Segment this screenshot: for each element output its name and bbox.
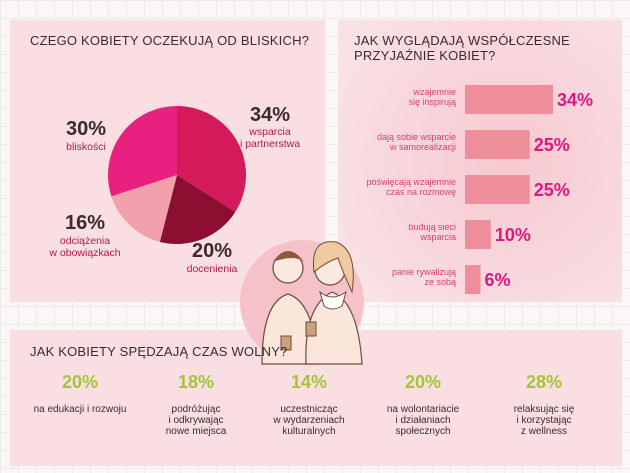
illustration: [240, 240, 364, 365]
chart-title: JAK WYGLĄDAJĄ WSPÓŁCZESNE PRZYJAŹNIE KOB…: [354, 33, 570, 63]
stat-label: uczestnicząc w wydarzeniach kulturalnych: [273, 404, 345, 438]
bar-value: 25%: [533, 135, 570, 155]
bar: [465, 85, 553, 114]
pie-slice: [159, 175, 236, 244]
bar-label: poświęcają wzajemnie czas na rozmowę: [366, 177, 456, 198]
bar-label: budują sieci wsparcia: [408, 222, 456, 243]
stat-label: na wolontariacie i działaniach społeczny…: [386, 404, 460, 438]
bar: [465, 265, 481, 294]
bar-value: 10%: [494, 225, 531, 245]
slice-label: wsparcia i partnerstwa: [239, 126, 301, 150]
bar-value: 34%: [557, 90, 594, 110]
bar-label: panie rywalizują ze sobą: [391, 267, 456, 288]
slice-value: 30%: [65, 118, 107, 140]
slice-value: 34%: [249, 104, 291, 126]
slice-label: docenienia: [186, 263, 238, 275]
bar-label: wzajemnie się inspirują: [408, 87, 456, 108]
stat-label: podróżując i odkrywając nowe miejsca: [165, 404, 227, 438]
bar: [465, 175, 530, 204]
chart-title: CZEGO KOBIETY OCZEKUJĄ OD BLISKICH?: [30, 33, 310, 48]
stat-value: 20%: [404, 372, 442, 392]
slice-value: 20%: [191, 240, 233, 262]
stat-value: 20%: [61, 372, 99, 392]
slice-label: bliskości: [66, 141, 106, 153]
stat-value: 18%: [177, 372, 215, 392]
bar-label: dają sobie wsparcie w samorealizacji: [376, 132, 456, 153]
slice-label: odciążenia w obowiązkach: [49, 235, 121, 259]
slice-value: 16%: [64, 212, 106, 234]
bar: [465, 130, 530, 159]
stat-value: 28%: [525, 372, 563, 392]
photo-panel: [338, 20, 622, 302]
stat-label: relaksując się i korzystając z wellness: [513, 404, 575, 438]
bar-value: 25%: [533, 180, 570, 200]
pie-slice: [177, 106, 246, 212]
pie-slice: [108, 106, 177, 197]
stat-value: 14%: [290, 372, 328, 392]
section-title: JAK KOBIETY SPĘDZAJĄ CZAS WOLNY?: [30, 344, 288, 359]
bar-value: 6%: [484, 270, 511, 290]
pie-slice: [111, 175, 177, 242]
bar: [465, 220, 491, 249]
stat-label: na edukacji i rozwoju: [33, 404, 127, 415]
